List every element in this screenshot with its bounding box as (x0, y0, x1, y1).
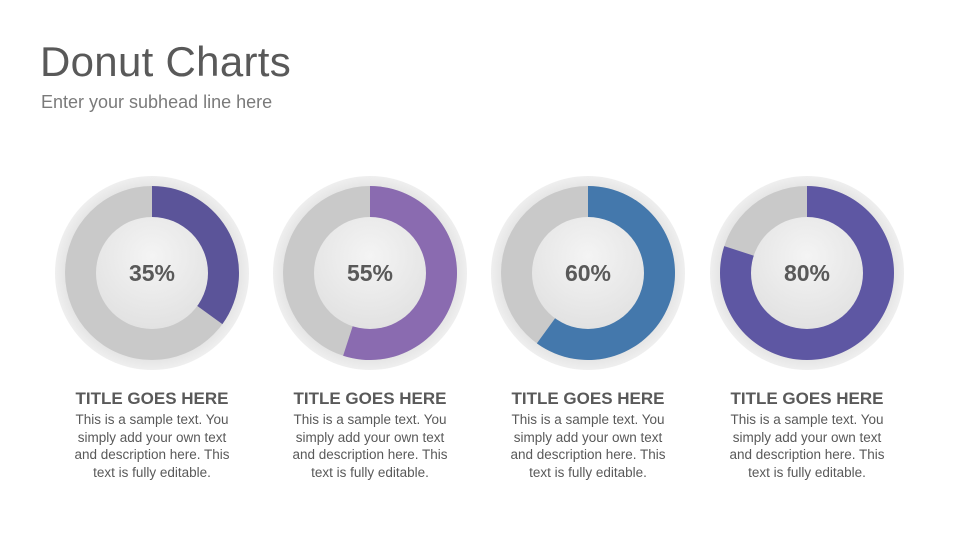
donut-description: This is a sample text. You simply add yo… (292, 412, 448, 480)
donut-chart-2: 55% (273, 176, 467, 370)
donut-description: This is a sample text. You simply add yo… (74, 412, 230, 480)
donut-center (96, 217, 208, 329)
page-title: Donut Charts (40, 38, 292, 85)
donut-value-segment (343, 186, 458, 361)
donut-percent-label: 35% (129, 260, 175, 286)
donut-value-segment (719, 186, 894, 360)
donut-chart-3: 60% (491, 176, 685, 370)
donut-chart-4: 80% (710, 176, 904, 370)
donut-percent-label: 55% (347, 260, 393, 286)
donut-description: This is a sample text. You simply add yo… (729, 412, 885, 480)
donut-value-segment (536, 186, 675, 360)
donut-title: TITLE GOES HERE (75, 389, 229, 408)
donut-value-segment (152, 186, 239, 325)
donut-title: TITLE GOES HERE (730, 389, 884, 408)
donut-caption-2: TITLE GOES HERE This is a sample text. Yo… (275, 389, 465, 481)
donut-caption-4: TITLE GOES HERE This is a sample text. Yo… (712, 389, 902, 481)
donut-center (314, 217, 426, 329)
page-subtitle: Enter your subhead line here (41, 92, 273, 112)
donut-title: TITLE GOES HERE (511, 389, 665, 408)
donut-caption-3: TITLE GOES HERE This is a sample text. Yo… (493, 389, 683, 481)
donut-chart-1: 35% (55, 176, 249, 370)
donut-caption-1: TITLE GOES HERE This is a sample text. Yo… (57, 389, 247, 481)
donut-description: This is a sample text. You simply add yo… (510, 412, 666, 480)
donut-title: TITLE GOES HERE (293, 389, 447, 408)
donut-percent-label: 80% (784, 260, 830, 286)
donut-center (532, 217, 644, 329)
donut-percent-label: 60% (565, 260, 611, 286)
donut-center (751, 217, 863, 329)
